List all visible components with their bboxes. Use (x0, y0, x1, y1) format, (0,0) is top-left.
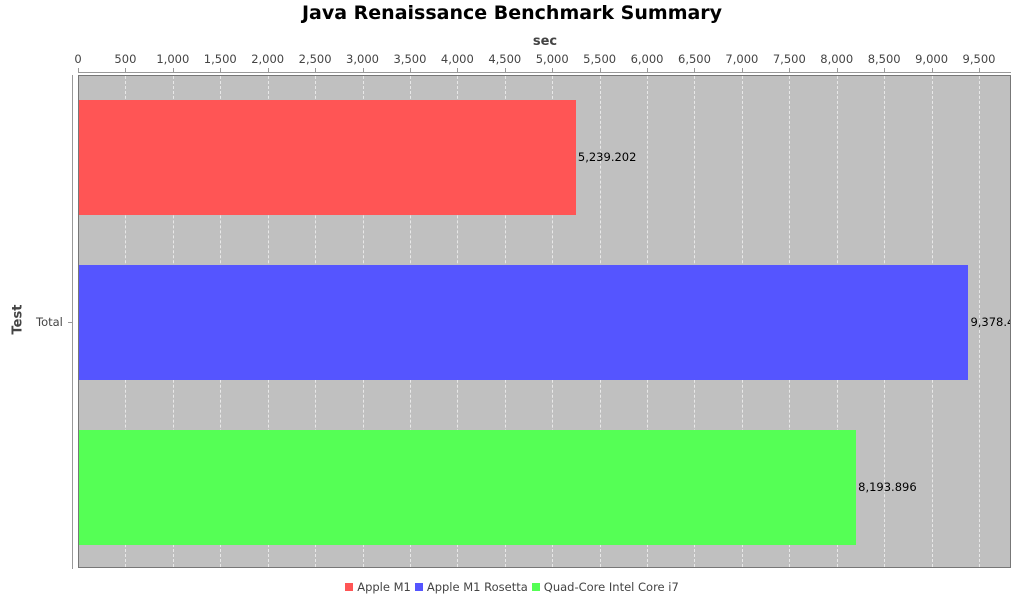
x-tick-label: 7,500 (772, 52, 806, 66)
x-tick-mark (267, 68, 269, 73)
x-tick-label: 8,000 (820, 52, 854, 66)
legend-label: Apple M1 (357, 580, 411, 594)
legend-swatch-icon (414, 583, 423, 591)
x-tick-label: 2,000 (251, 52, 285, 66)
x-tick-mark (362, 68, 364, 73)
bar-apple-m1-rosetta (79, 265, 969, 380)
x-tick-label: 1,000 (156, 52, 190, 66)
x-tick-mark (315, 68, 317, 73)
x-tick-mark (172, 68, 174, 73)
x-tick-label: 7,000 (725, 52, 759, 66)
x-tick-label: 3,500 (393, 52, 427, 66)
x-tick-label: 0 (74, 52, 82, 66)
x-tick-mark (125, 68, 127, 73)
legend-label: Apple M1 Rosetta (426, 580, 528, 594)
legend-item: Apple M1 (345, 580, 411, 594)
x-tick-mark (789, 68, 791, 73)
legend-swatch-icon (531, 583, 540, 591)
category-tick (68, 322, 72, 323)
legend-item: Quad-Core Intel Core i7 (531, 580, 679, 594)
x-tick-label: 8,500 (867, 52, 901, 66)
legend-label: Quad-Core Intel Core i7 (543, 580, 679, 594)
x-tick-label: 5,000 (535, 52, 569, 66)
bar-value-label: 8,193.896 (858, 480, 917, 494)
x-tick-label: 4,500 (488, 52, 522, 66)
x-tick-mark (694, 68, 696, 73)
x-tick-mark (836, 68, 838, 73)
x-tick-label: 500 (114, 52, 137, 66)
x-tick-mark (979, 68, 980, 73)
x-tick-label: 2,500 (298, 52, 332, 66)
bar-value-label: 5,239.202 (577, 150, 637, 164)
legend-swatch-icon (345, 583, 354, 591)
category-label: Total (36, 315, 63, 329)
x-tick-mark (504, 68, 506, 73)
chart-title: Java Renaissance Benchmark Summary (301, 2, 723, 24)
x-tick-label: 5,500 (583, 52, 617, 66)
grid-line (979, 76, 980, 567)
x-tick-mark (552, 68, 554, 73)
x-tick-label: 6,500 (678, 52, 711, 66)
x-tick-label: 1,500 (203, 52, 237, 66)
x-tick-label: 9,000 (915, 52, 949, 66)
x-tick-mark (647, 68, 649, 73)
x-tick-mark (457, 68, 459, 73)
x-tick-label: 6,000 (630, 52, 664, 66)
bar-apple-m1 (79, 100, 576, 215)
x-tick-label: 4,000 (440, 52, 474, 66)
plot-area: 5,239.202 9,378.4 8,193.896 (78, 75, 1011, 568)
x-tick-label: 3,000 (346, 52, 379, 66)
x-tick-mark (741, 68, 743, 73)
x-tick-mark (599, 68, 601, 73)
x-tick-mark (884, 68, 886, 73)
y-axis-label: Test (10, 304, 26, 335)
legend-item: Apple M1 Rosetta (414, 580, 528, 594)
x-tick-mark (78, 68, 79, 73)
legend: Apple M1 Apple M1 Rosetta Quad-Core Intel … (0, 580, 1024, 594)
bar-value-label: 9,378.4 (970, 315, 1011, 329)
x-tick-label: 9,500 (962, 52, 996, 66)
x-tick-mark (220, 68, 222, 73)
x-tick-mark (409, 68, 411, 73)
y-axis-line (72, 75, 73, 569)
bar-quad-core-intel-core-i7 (79, 430, 857, 545)
x-tick-mark (931, 68, 933, 73)
x-axis-label: sec (532, 34, 558, 49)
x-axis-line (78, 72, 1011, 73)
